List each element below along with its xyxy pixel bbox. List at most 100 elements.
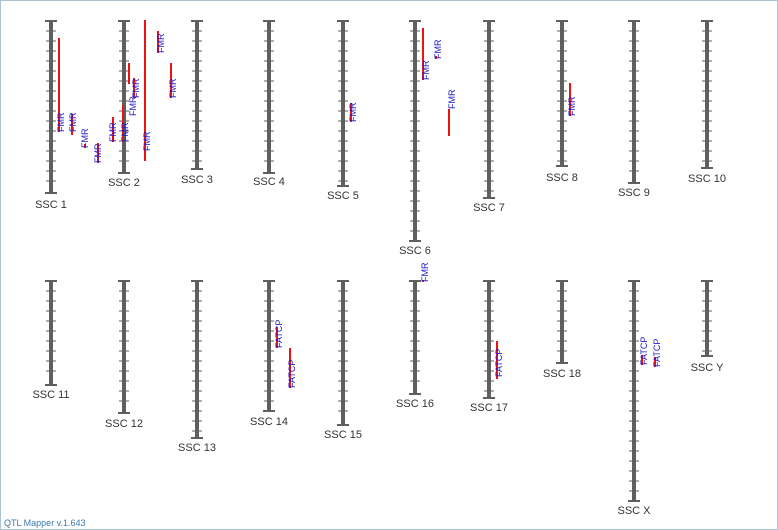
chromosome-axis[interactable] bbox=[341, 21, 345, 186]
chromosome-top-cap bbox=[701, 280, 713, 282]
qtl-ssc-14-1[interactable]: FATCP bbox=[274, 320, 284, 348]
chromosome-axis[interactable] bbox=[267, 281, 271, 411]
chromosome-ssc-12[interactable]: SSC 12 bbox=[105, 280, 143, 430]
chromosome-top-cap bbox=[191, 280, 203, 282]
chromosome-bottom-cap bbox=[628, 182, 640, 184]
chromosome-label: SSC 6 bbox=[399, 245, 431, 257]
chromosome-ssc-18[interactable]: SSC 18 bbox=[543, 280, 581, 380]
qtl-trait-label: FATCP bbox=[639, 337, 649, 365]
chromosome-ssc-9[interactable]: SSC 9 bbox=[618, 20, 650, 199]
chromosome-axis[interactable] bbox=[705, 281, 709, 356]
chromosome-bottom-cap bbox=[556, 362, 568, 364]
chromosome-axis[interactable] bbox=[560, 281, 564, 363]
qtl-ssc-5-1[interactable]: FMR bbox=[348, 102, 358, 122]
chromosome-top-cap bbox=[118, 280, 130, 282]
chromosome-bottom-cap bbox=[45, 192, 57, 194]
qtl-trait-label: FMR bbox=[433, 39, 443, 59]
chromosome-bottom-cap bbox=[701, 167, 713, 169]
chromosome-top-cap bbox=[263, 280, 275, 282]
qtl-ssc-14-2[interactable]: FATCP bbox=[287, 348, 297, 388]
qtl-ssc-2-3[interactable]: FMR bbox=[142, 20, 152, 161]
chromosome-axis[interactable] bbox=[49, 21, 53, 193]
qtl-ssc-2-7[interactable]: FMR bbox=[120, 105, 130, 142]
chromosome-label: SSC 1 bbox=[35, 199, 67, 211]
chromosome-bottom-cap bbox=[337, 424, 349, 426]
chromosome-top-cap bbox=[483, 280, 495, 282]
qtl-ssc-2-4[interactable]: FMR bbox=[156, 31, 166, 53]
chromosome-ssc-15[interactable]: SSC 15 bbox=[324, 280, 362, 441]
chromosome-bottom-cap bbox=[337, 185, 349, 187]
chromosome-axis[interactable] bbox=[267, 21, 271, 173]
qtl-ssc-1-2[interactable]: FMR bbox=[68, 112, 78, 135]
qtl-ssc-16-1[interactable]: FMR bbox=[420, 262, 430, 282]
qtl-ssc-2-5[interactable]: FMR bbox=[168, 63, 178, 98]
chromosome-axis[interactable] bbox=[49, 281, 53, 385]
chromosome-label: SSC 17 bbox=[470, 402, 508, 414]
qtl-ssc-17-1[interactable]: FATCP bbox=[494, 341, 504, 379]
qtl-trait-label: FMR bbox=[447, 89, 457, 109]
qtl-trait-label: FMR bbox=[108, 122, 118, 142]
chromosome-bottom-cap bbox=[556, 165, 568, 167]
qtl-ssc-1-1[interactable]: FMR bbox=[56, 38, 66, 132]
chromosome-bottom-cap bbox=[701, 355, 713, 357]
chromosome-axis[interactable] bbox=[560, 21, 564, 166]
chromosome-ssc-11[interactable]: SSC 11 bbox=[32, 280, 70, 401]
chromosome-ssc-10[interactable]: SSC 10 bbox=[688, 20, 726, 185]
chromosome-ssc-7[interactable]: SSC 7 bbox=[473, 20, 505, 214]
chromosome-top-cap bbox=[701, 20, 713, 22]
chromosome-axis[interactable] bbox=[705, 21, 709, 168]
qtl-ssc-6-1[interactable]: FMR bbox=[421, 28, 431, 80]
qtl-trait-label: FATCP bbox=[274, 320, 284, 348]
qtl-trait-label: FMR bbox=[420, 262, 430, 282]
chromosome-ssc-13[interactable]: SSC 13 bbox=[178, 280, 216, 454]
chromosome-label: SSC 9 bbox=[618, 187, 650, 199]
chromosome-bottom-cap bbox=[191, 437, 203, 439]
qtl-trait-label: FATCP bbox=[287, 360, 297, 388]
qtl-trait-label: FMR bbox=[168, 78, 178, 98]
chromosome-top-cap bbox=[556, 20, 568, 22]
chromosome-axis[interactable] bbox=[122, 21, 126, 173]
qtl-ssc-2-2[interactable]: FMR bbox=[108, 117, 118, 142]
chromosome-ssc-3[interactable]: SSC 3 bbox=[181, 20, 213, 186]
chromosome-bottom-cap bbox=[191, 168, 203, 170]
qtl-trait-label: FATCP bbox=[494, 349, 504, 377]
qtl-ssc-1-4[interactable]: FMR bbox=[93, 143, 103, 163]
chromosome-ssc-16[interactable]: SSC 16 FMR bbox=[396, 262, 434, 410]
chromosome-label: SSC 18 bbox=[543, 368, 581, 380]
chromosome-ssc-4[interactable]: SSC 4 bbox=[253, 20, 285, 188]
chromosome-ssc-17[interactable]: SSC 17 FATCP bbox=[470, 280, 508, 414]
chromosome-axis[interactable] bbox=[487, 21, 491, 198]
chromosome-ssc-5[interactable]: SSC 5 FMR bbox=[327, 20, 359, 202]
chromosome-ssc-x[interactable]: SSC X FATCP FATCP bbox=[617, 280, 662, 517]
qtl-ssc-1-3[interactable]: FMR bbox=[80, 128, 90, 148]
chromosome-axis[interactable] bbox=[341, 281, 345, 425]
chromosome-axis[interactable] bbox=[487, 281, 491, 398]
qtl-ssc-x-2[interactable]: FATCP bbox=[652, 339, 662, 367]
chromosome-label: SSC X bbox=[617, 505, 651, 517]
chromosome-bottom-cap bbox=[409, 240, 421, 242]
chromosome-axis[interactable] bbox=[632, 21, 636, 183]
chromosome-axis[interactable] bbox=[195, 21, 199, 169]
chromosome-ssc-14[interactable]: SSC 14 FATCP FATCP bbox=[250, 280, 297, 428]
qtl-ssc-6-2[interactable]: FMR bbox=[433, 39, 443, 59]
qtl-ssc-x-1[interactable]: FATCP bbox=[639, 337, 649, 365]
qtl-trait-label: FMR bbox=[56, 112, 66, 132]
chromosome-top-cap bbox=[45, 280, 57, 282]
qtl-trait-label: FMR bbox=[93, 143, 103, 163]
chromosome-axis[interactable] bbox=[413, 281, 417, 394]
chromosome-axis[interactable] bbox=[122, 281, 126, 413]
qtl-ssc-2-1[interactable]: FMR bbox=[128, 63, 138, 116]
chromosome-label: SSC 15 bbox=[324, 429, 362, 441]
qtl-ssc-2-6[interactable]: FMR bbox=[131, 78, 141, 98]
qtl-ssc-6-3[interactable]: FMR bbox=[447, 89, 457, 136]
qtl-trait-label: FMR bbox=[142, 131, 152, 151]
qtl-ssc-8-1[interactable]: FMR bbox=[567, 83, 577, 116]
chromosome-ssc-8[interactable]: SSC 8 FMR bbox=[546, 20, 578, 184]
chromosome-ssc-y[interactable]: SSC Y bbox=[691, 280, 724, 374]
chromosome-axis[interactable] bbox=[195, 281, 199, 438]
